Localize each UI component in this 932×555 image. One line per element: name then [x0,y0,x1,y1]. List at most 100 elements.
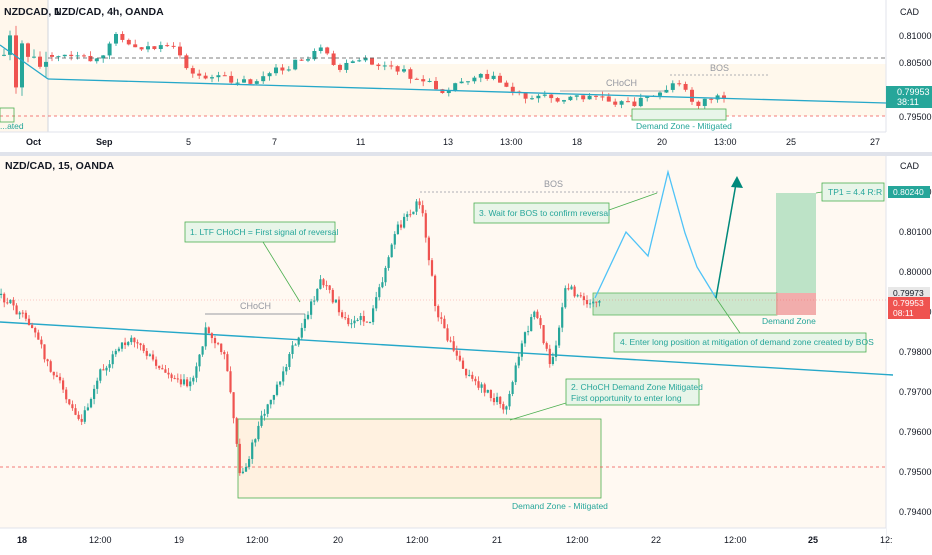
candle [288,354,291,367]
candle [362,316,365,322]
bottom-time-label: 12:00 [406,535,429,545]
candle [213,338,217,344]
tp-price-badge [888,186,930,198]
candle [285,366,288,372]
daily-pane-title: NZDCAD, 1 [4,6,60,18]
candle [14,35,18,88]
candle [306,59,310,61]
top-time-label: 5 [186,137,191,147]
candle [274,67,278,74]
bottom-time-axis[interactable]: 18 12:00 19 12:00 20 12:00 21 12:00 22 1… [17,535,893,545]
candle [551,357,554,364]
candle [65,389,68,400]
candle [427,80,432,82]
candle [709,98,714,100]
candle [461,360,465,369]
candle [9,299,12,304]
candle [658,92,662,96]
candle [101,55,106,59]
candle [44,61,48,67]
candle [466,81,470,83]
candle [510,86,515,92]
candle [24,312,27,319]
candle [189,381,192,387]
top-demand-zone [631,108,727,121]
candle [195,366,198,378]
candle [363,57,368,61]
candle [350,61,355,63]
candle [455,350,458,356]
candle [235,418,238,444]
candle [312,50,317,60]
pane-separator [0,152,932,156]
candle [414,78,419,80]
candle [210,77,214,79]
candle [415,201,418,212]
candle [46,359,49,362]
bottom-currency-label: CAD [900,161,920,171]
top-time-axis[interactable]: Oct Sep 5 7 11 13 13:00 18 20 13:00 25 2… [26,137,880,147]
bottom-price-axis[interactable]: CAD 0.802000.801000.800000.799000.798000… [888,161,932,517]
candle [105,367,108,371]
candle [502,404,505,410]
candle [533,311,536,318]
candle [178,46,182,56]
top-bos-label: BOS [710,63,729,73]
bottom-time-label: 20 [333,535,343,545]
candle [171,45,176,47]
candle [8,35,12,55]
top-price-axis[interactable]: CAD 0.81000 0.80500 0.79500 0.79953 38:1… [886,7,932,122]
candle [83,410,86,422]
candle [145,350,148,356]
bottom-ytick: 0.79800 [899,347,932,357]
candle [606,96,611,102]
candle [508,393,511,407]
green-price-badge-value: 0.79973 [893,288,924,298]
top-countdown: 38:11 [897,97,919,107]
candle [341,312,344,318]
candle [238,443,241,474]
candle [279,381,282,385]
choch-label: CHoCH [240,301,271,311]
candle [261,76,266,82]
candle [356,319,359,321]
candle [542,325,545,344]
candle [226,354,229,372]
daily-demand-zone [0,107,15,123]
candle [50,55,54,57]
candle [2,54,6,56]
candle [331,53,336,65]
top-choch-label: CHoCH [606,78,637,88]
candle [499,396,502,405]
candle [155,359,158,366]
candle [158,365,161,369]
candle [619,101,624,105]
candle [471,374,474,379]
candle [108,364,111,368]
top-time-label: 11 [356,137,365,147]
candle [539,318,542,326]
candle [294,344,297,346]
candle [511,382,514,394]
candle [474,378,477,382]
candle [440,317,443,319]
candle [530,98,534,100]
candle [527,331,530,333]
bottom-ytick: 0.79400 [899,507,932,517]
candle [443,318,446,329]
top-time-axis-bg [0,132,932,152]
candle [203,75,208,79]
candle [299,59,304,61]
candle [446,328,449,341]
candle [483,384,486,393]
candle [15,305,18,315]
candle [300,327,303,338]
callout-4: 4. Enter long position at mitigation of … [613,297,874,353]
candle [133,337,136,343]
candle [715,95,720,100]
demand-zone-mitigated-label: Demand Zone - Mitigated [512,501,608,511]
candle [107,43,112,56]
candle [368,322,372,324]
candle [190,68,195,74]
candle [210,333,213,339]
